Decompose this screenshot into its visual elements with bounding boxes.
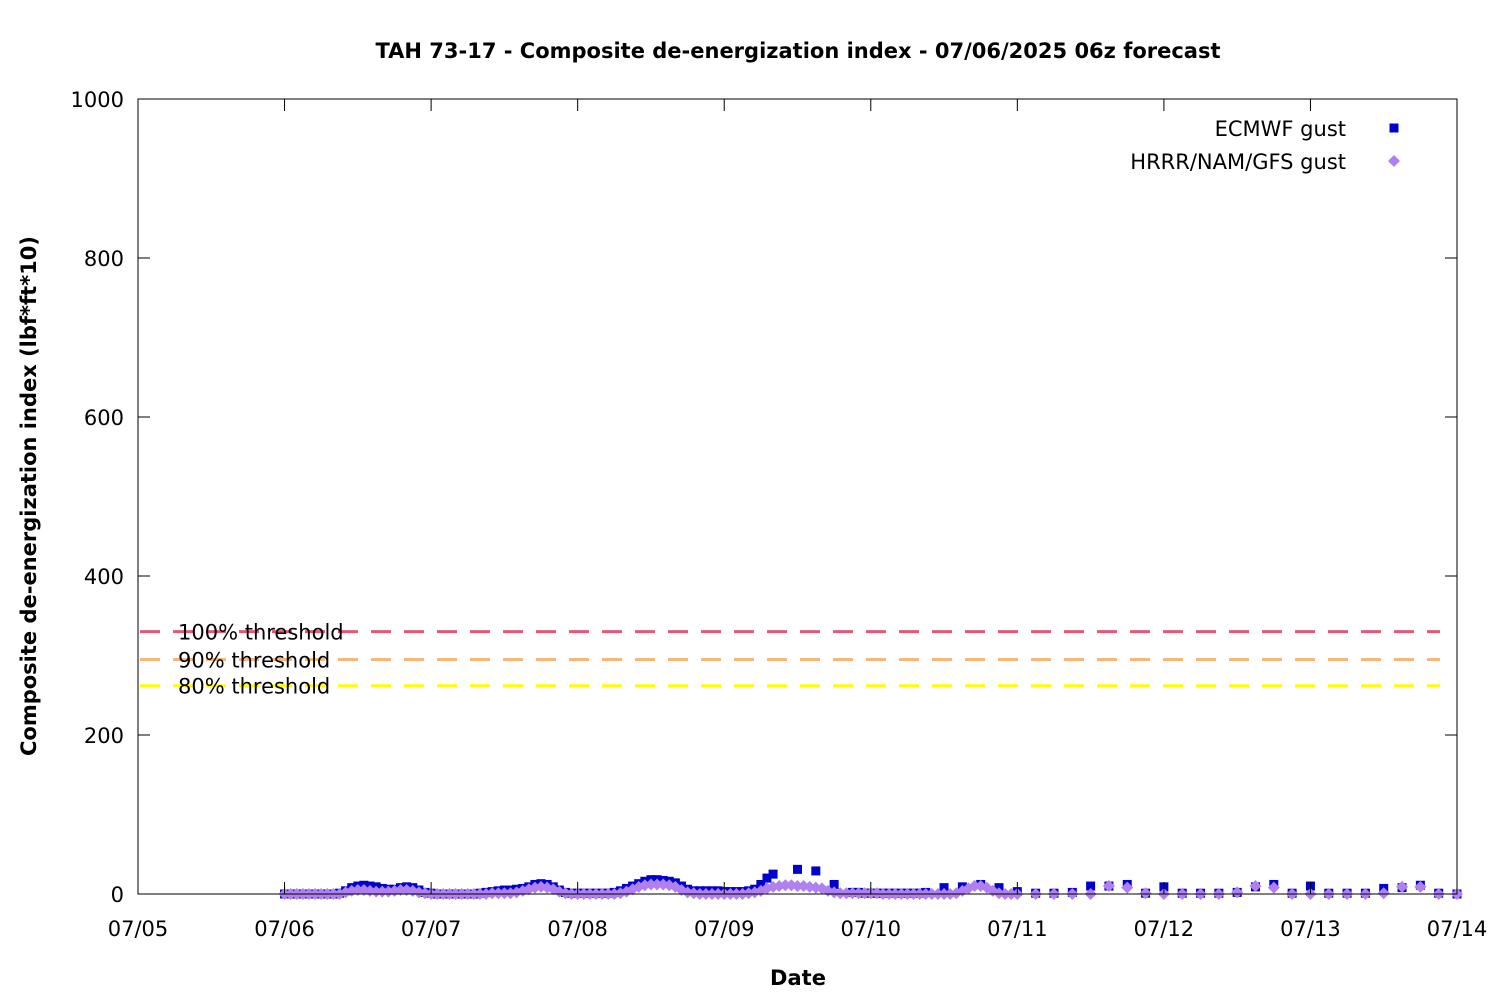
- x-tick-label: 07/08: [547, 917, 608, 941]
- data-point: [858, 887, 871, 900]
- data-point: [370, 885, 383, 898]
- data-point: [486, 887, 499, 900]
- data-point: [651, 878, 664, 891]
- data-point: [840, 887, 853, 900]
- threshold-layer: 100% threshold 90% threshold 80% threshold: [140, 621, 1440, 699]
- data-point: [1086, 881, 1096, 891]
- x-tick-label: 07/09: [694, 917, 755, 941]
- data-point: [829, 879, 839, 889]
- threshold-2: 90% threshold: [140, 648, 1440, 672]
- legend-marker-diamond: [1388, 155, 1400, 167]
- data-point: [811, 866, 821, 876]
- data-point: [498, 887, 511, 900]
- legend-item: ECMWF gust: [1215, 117, 1399, 141]
- y-tick-label: 400: [84, 565, 124, 589]
- threshold-label: 90% threshold: [178, 648, 330, 672]
- data-point: [644, 878, 657, 891]
- data-point: [1231, 886, 1244, 899]
- threshold-1: 100% threshold: [140, 621, 1440, 645]
- data-point: [1249, 880, 1262, 893]
- x-axis-label: Date: [770, 966, 826, 990]
- data-point: [852, 887, 865, 900]
- data-point: [793, 864, 802, 874]
- series-hrrr-nam-gfs: [278, 878, 1463, 900]
- data-point: [1102, 880, 1115, 893]
- x-tick-label: 07/07: [401, 917, 462, 941]
- data-point: [1396, 880, 1409, 893]
- y-tick-label: 200: [84, 724, 124, 748]
- data-point: [834, 887, 847, 900]
- data-point: [1414, 880, 1427, 893]
- data-point: [1139, 887, 1152, 900]
- chart-title: TAH 73-17 - Composite de-energization in…: [375, 39, 1220, 63]
- x-tick-label: 07/12: [1134, 917, 1195, 941]
- data-point: [768, 869, 778, 879]
- x-tick-label: 07/13: [1280, 917, 1341, 941]
- x-tick-label: 07/10: [841, 917, 902, 941]
- y-axis-label: Composite de-energization index (lbf*ft*…: [17, 236, 41, 756]
- legend-item: HRRR/NAM/GFS gust: [1130, 150, 1400, 174]
- data-point: [1267, 881, 1280, 894]
- threshold-label: 100% threshold: [178, 621, 344, 645]
- data-point: [762, 873, 772, 883]
- legend: ECMWF gust HRRR/NAM/GFS gust: [1130, 117, 1400, 174]
- data-point: [1121, 881, 1134, 894]
- data-point: [791, 880, 804, 893]
- y-tick-label: 800: [84, 247, 124, 271]
- threshold-label: 80% threshold: [178, 675, 330, 699]
- data-point: [846, 887, 859, 900]
- plot-frame: [137, 98, 1458, 895]
- data-point: [351, 884, 364, 897]
- x-tick-label: 07/14: [1427, 917, 1488, 941]
- legend-label: ECMWF gust: [1215, 117, 1346, 141]
- x-tick-label: 07/06: [254, 917, 315, 941]
- data-point: [394, 884, 407, 897]
- x-tick-label: 07/05: [108, 917, 169, 941]
- y-tick-label: 1000: [71, 88, 124, 112]
- y-tick-label: 600: [84, 406, 124, 430]
- data-point: [492, 887, 505, 900]
- x-tick-label: 07/11: [987, 917, 1048, 941]
- data-point: [756, 879, 766, 889]
- legend-marker-square: [1389, 123, 1399, 133]
- y-tick-label: 0: [111, 883, 124, 907]
- data-point: [1377, 887, 1390, 900]
- data-point: [968, 880, 981, 893]
- data-point: [779, 879, 792, 892]
- axis-layer: 0 200 400 600 800 1000 07/05 07/06 07/07 07/08 07/…: [71, 88, 1488, 941]
- data-point: [376, 885, 389, 898]
- data-point: [939, 883, 949, 893]
- threshold-3: 80% threshold: [140, 675, 1440, 699]
- legend-label: HRRR/NAM/GFS gust: [1130, 150, 1346, 174]
